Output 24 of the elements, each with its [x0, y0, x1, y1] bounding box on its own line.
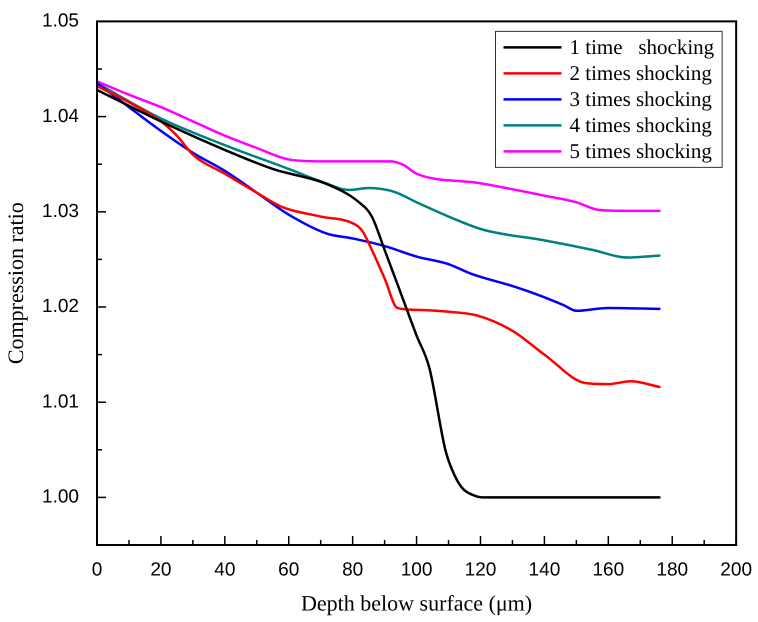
x-tick-label: 180	[656, 560, 688, 581]
x-tick-label: 20	[150, 560, 172, 581]
x-axis-title: Depth below surface (μm)	[301, 590, 532, 616]
y-tick-label: 1.02	[42, 296, 79, 318]
legend-label: 4 times shocking	[570, 112, 712, 137]
x-tick-label: 60	[278, 560, 300, 581]
x-tick-label: 120	[464, 560, 496, 581]
y-tick-label: 1.04	[42, 106, 80, 127]
x-tick-label: 160	[592, 560, 624, 581]
x-tick-label: 100	[400, 560, 432, 581]
y-tick-label: 1.01	[42, 391, 79, 412]
x-tick-label: 140	[528, 560, 560, 581]
y-axis-title: Compression ratio	[2, 202, 28, 364]
y-tick-label: 1.05	[42, 10, 79, 32]
y-tick-label: 1.03	[42, 201, 79, 222]
x-tick-label: 200	[720, 560, 752, 581]
legend-label: 1 time shocking	[570, 34, 715, 59]
legend-label: 2 times shocking	[570, 60, 712, 85]
y-tick-label: 1.00	[42, 486, 79, 508]
legend-label: 3 times shocking	[570, 86, 712, 111]
x-tick-label: 40	[214, 560, 236, 581]
legend-label: 5 times shocking	[570, 138, 712, 163]
x-tick-label: 80	[342, 560, 364, 581]
x-tick-label: 0	[92, 560, 102, 581]
